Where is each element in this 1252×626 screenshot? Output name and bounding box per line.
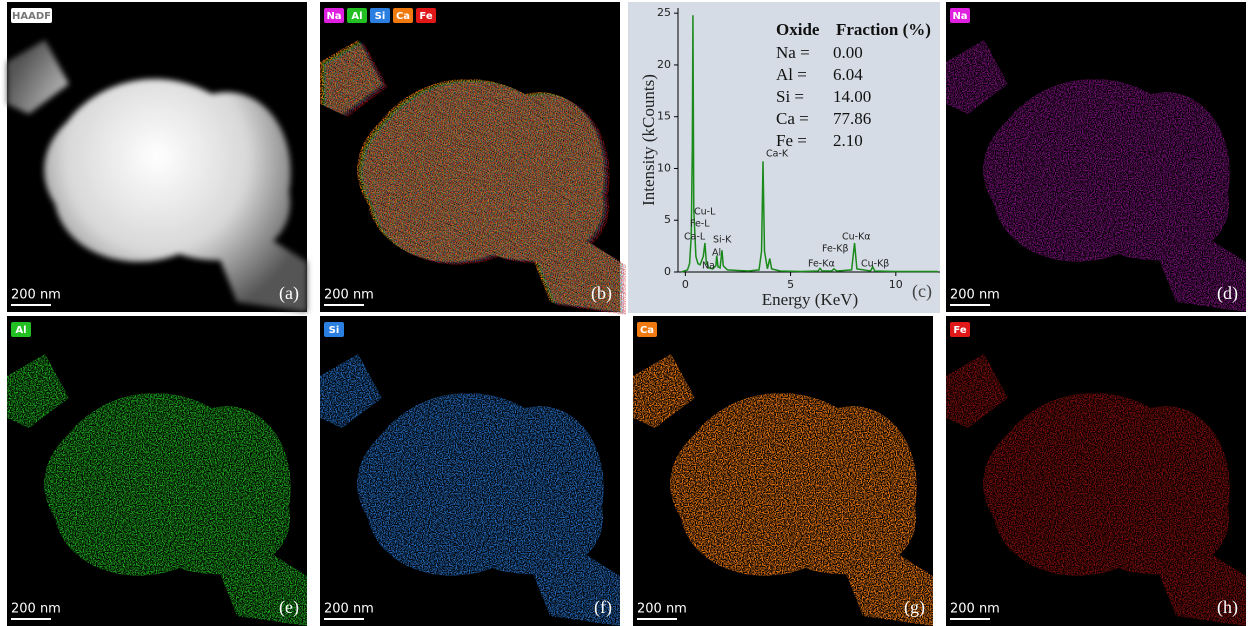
y-axis-label: Intensity (kCounts) (639, 74, 658, 206)
element-map (946, 316, 1246, 626)
panel-label: (b) (591, 283, 612, 304)
badge-label: Fe (419, 11, 432, 22)
panel-label: (a) (279, 283, 299, 304)
y-tick-label: 20 (657, 58, 671, 71)
micrograph-panel: Al 200 nm (e) (7, 316, 307, 626)
element-layer (326, 5, 626, 315)
table-header: Fraction (%) (836, 20, 931, 39)
element-map (7, 316, 307, 626)
y-tick-label: 15 (657, 110, 671, 123)
table-header: Oxide (776, 20, 820, 39)
table-cell: Fe = (776, 131, 807, 150)
peak-label: Si-K (713, 235, 732, 246)
panel-label: (e) (279, 597, 299, 618)
peak-label: Cu-L (694, 207, 716, 218)
y-tick-label: 5 (664, 213, 671, 226)
panel-label: (d) (1217, 283, 1238, 304)
panel-label: (c) (912, 281, 932, 302)
y-tick-label: 10 (657, 161, 671, 174)
peak-label: Cu-Kβ (861, 259, 889, 270)
element-map (633, 316, 933, 626)
micrograph-panel: Ca 200 nm (g) (633, 316, 933, 626)
table-cell: 2.10 (833, 131, 863, 150)
peak-label: Ca-L (684, 232, 706, 243)
badge-label: Ca (640, 325, 654, 336)
micrograph-panel: Fe 200 nm (h) (946, 316, 1246, 626)
table-cell: Si = (776, 87, 804, 106)
scale-bar-label: 200 nm (11, 602, 61, 617)
y-tick-label: 0 (664, 265, 671, 278)
badge-label: Na (326, 11, 341, 22)
scale-bar-label: 200 nm (950, 288, 1000, 303)
scale-bar-label: 200 nm (11, 288, 61, 303)
figure: HAADF 200 nm (a) Na Al Si Ca Fe 200 nm (b) Na 200 n… (0, 0, 1252, 626)
x-tick-label: 10 (889, 278, 903, 291)
table-cell: 6.04 (833, 65, 863, 84)
y-tick-label: 25 (657, 6, 671, 19)
table-cell: Na = (776, 43, 810, 62)
peak-label: Cu-Kα (842, 232, 871, 243)
scale-bar-label: 200 nm (637, 602, 687, 617)
x-tick-label: 0 (682, 278, 689, 291)
panel-label: (g) (904, 597, 925, 618)
scale-bar-label: 200 nm (324, 602, 374, 617)
element-map (320, 316, 620, 626)
x-axis-label: Energy (KeV) (762, 290, 858, 309)
peak-label: Fe-Kβ (822, 244, 849, 255)
scale-bar-label: 200 nm (950, 602, 1000, 617)
peak-label: Fe-L (690, 219, 710, 230)
badge-label: Si (375, 11, 386, 22)
micrograph-panel: HAADF 200 nm (a) (7, 2, 307, 312)
micrograph-panel: Na 200 nm (d) (946, 2, 1246, 312)
micrograph-panel: Si 200 nm (f) (320, 316, 620, 626)
badge-label: Fe (953, 325, 966, 336)
peak-label: Al (712, 248, 721, 259)
table-cell: Al = (776, 65, 807, 84)
badge-label: Ca (396, 11, 410, 22)
panel-label: (h) (1217, 597, 1238, 618)
badge-label: Na (952, 11, 967, 22)
micrograph-panel: Na Al Si Ca Fe 200 nm (b) (320, 2, 626, 315)
table-cell: Ca = (776, 109, 809, 128)
panel-label: (f) (594, 597, 612, 618)
badge-label: HAADF (12, 11, 51, 22)
table-cell: 77.86 (833, 109, 871, 128)
peak-label: Ca-K (766, 149, 789, 160)
badge-label: Al (351, 11, 362, 22)
badge-label: Si (329, 325, 340, 336)
peak-label: Fe-Kα (808, 259, 835, 270)
table-cell: 14.00 (833, 87, 871, 106)
element-map (946, 2, 1246, 312)
peak-label: Na (702, 261, 715, 272)
scale-bar-label: 200 nm (324, 288, 374, 303)
table-cell: 0.00 (833, 43, 863, 62)
badge-label: Al (15, 325, 26, 336)
